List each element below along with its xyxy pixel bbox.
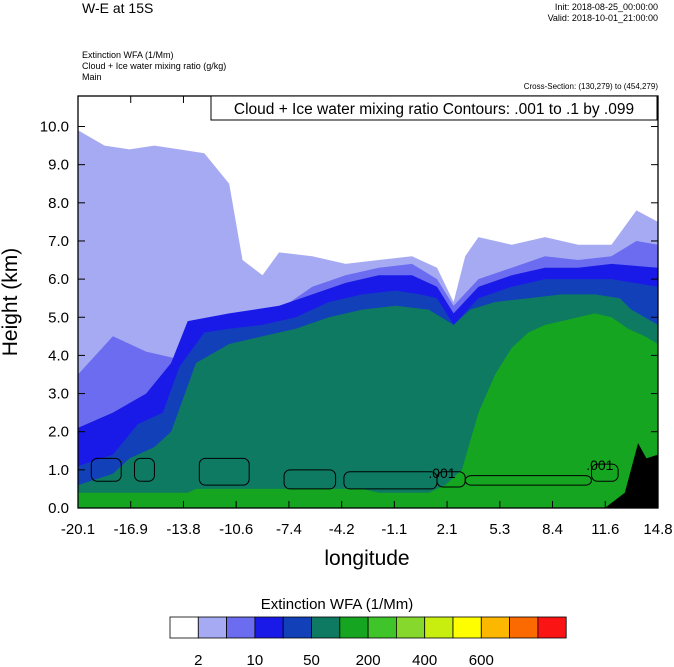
colorbar: 2 10 50 200 400 600 bbox=[169, 616, 567, 667]
colorbar-box bbox=[339, 616, 369, 639]
y-tick-label: 6.0 bbox=[48, 271, 69, 288]
y-tick-label: 7.0 bbox=[48, 233, 69, 250]
contour-info-frame bbox=[210, 95, 658, 121]
colorbar-box bbox=[169, 616, 199, 639]
colorbar-box bbox=[226, 616, 256, 639]
colorbar-box bbox=[480, 616, 510, 639]
colorbar-box bbox=[282, 616, 312, 639]
y-tick-label: 2.0 bbox=[48, 424, 69, 441]
x-tick-label: -10.6 bbox=[219, 521, 253, 538]
contour-info-text: Cloud + Ice water mixing ratio Contours:… bbox=[234, 101, 634, 118]
y-ticks: 0.0 1.0 2.0 3.0 4.0 5.0 6.0 7.0 8.0 9.0 10.0 bbox=[40, 119, 658, 517]
colorbar-box bbox=[452, 616, 482, 639]
colorbar-label: 400 bbox=[412, 652, 437, 667]
y-tick-label: 9.0 bbox=[48, 157, 69, 174]
y-tick-label: 8.0 bbox=[48, 195, 69, 212]
contour-info-box: Cloud + Ice water mixing ratio Contours:… bbox=[210, 95, 658, 121]
plot-title: W-E at 15S bbox=[82, 0, 154, 16]
x-tick-label: 11.6 bbox=[591, 521, 619, 538]
layer-level-7 bbox=[78, 313, 658, 508]
x-tick-label: -16.9 bbox=[114, 521, 148, 538]
x-tick-label: -7.4 bbox=[276, 521, 302, 538]
y-tick-label: 10.0 bbox=[40, 119, 69, 136]
colorbar-box bbox=[254, 616, 284, 639]
contour-label: .001 bbox=[586, 457, 613, 473]
x-ticks: -20.1 -16.9 -13.8 -10.6 -7.4 -4.2 -1.1 2.1 5.3 8.… bbox=[61, 96, 673, 538]
colorbar-box bbox=[367, 616, 397, 639]
colorbar-label: 50 bbox=[303, 652, 320, 667]
contour-label: .001 bbox=[428, 465, 455, 481]
field-label-mixing-ratio: Cloud + Ice water mixing ratio (g/kg) bbox=[82, 61, 227, 71]
x-tick-label: -1.1 bbox=[381, 521, 407, 538]
contour-outline bbox=[134, 457, 155, 482]
init-time: Init: 2018-08-25_00:00:00 bbox=[554, 2, 658, 12]
y-tick-label: 3.0 bbox=[48, 386, 69, 403]
y-axis-label: Height (km) bbox=[0, 248, 22, 357]
colorbar-label: 10 bbox=[247, 652, 264, 667]
terrain-fill bbox=[604, 443, 658, 508]
x-tick-label: 8.4 bbox=[542, 521, 563, 538]
cloud-contour-lines: .001 .001 bbox=[90, 457, 619, 490]
colorbar-box bbox=[537, 616, 567, 639]
y-tick-label: 5.0 bbox=[48, 309, 69, 326]
y-tick-label: 1.0 bbox=[48, 462, 69, 479]
x-tick-label: 14.8 bbox=[643, 521, 672, 538]
contour-outline bbox=[283, 469, 337, 490]
y-tick-label: 4.0 bbox=[48, 347, 69, 364]
colorbar-label: 2 bbox=[194, 652, 202, 667]
contour-outline bbox=[90, 457, 122, 482]
colorbar-box bbox=[395, 616, 426, 639]
x-tick-label: 2.1 bbox=[437, 521, 458, 538]
y-tick-label: 0.0 bbox=[48, 500, 69, 517]
colorbar-label: 600 bbox=[469, 652, 494, 667]
x-tick-label: -4.2 bbox=[329, 521, 355, 538]
field-label-main: Main bbox=[82, 72, 102, 82]
contour-layers bbox=[78, 130, 658, 509]
colorbar-box bbox=[509, 616, 539, 639]
contour-outline bbox=[591, 463, 619, 482]
x-tick-label: 5.3 bbox=[489, 521, 510, 538]
valid-time: Valid: 2018-10-01_21:00:00 bbox=[547, 13, 658, 23]
contour-outline bbox=[198, 457, 250, 486]
colorbar-title: Extinction WFA (1/Mm) bbox=[260, 596, 414, 613]
colorbar-box bbox=[424, 616, 454, 639]
x-tick-label: -13.8 bbox=[166, 521, 200, 538]
cross-section-label: Cross-Section: (130,279) to (454,279) bbox=[523, 82, 658, 91]
terrain-region bbox=[604, 443, 658, 508]
field-label-extinction: Extinction WFA (1/Mm) bbox=[82, 50, 174, 60]
colorbar-label: 200 bbox=[356, 652, 381, 667]
colorbar-box bbox=[311, 616, 341, 639]
x-tick-label: -20.1 bbox=[61, 521, 95, 538]
colorbar-box bbox=[197, 616, 228, 639]
x-axis-label: longitude bbox=[324, 547, 409, 570]
contour-outline bbox=[464, 475, 593, 486]
